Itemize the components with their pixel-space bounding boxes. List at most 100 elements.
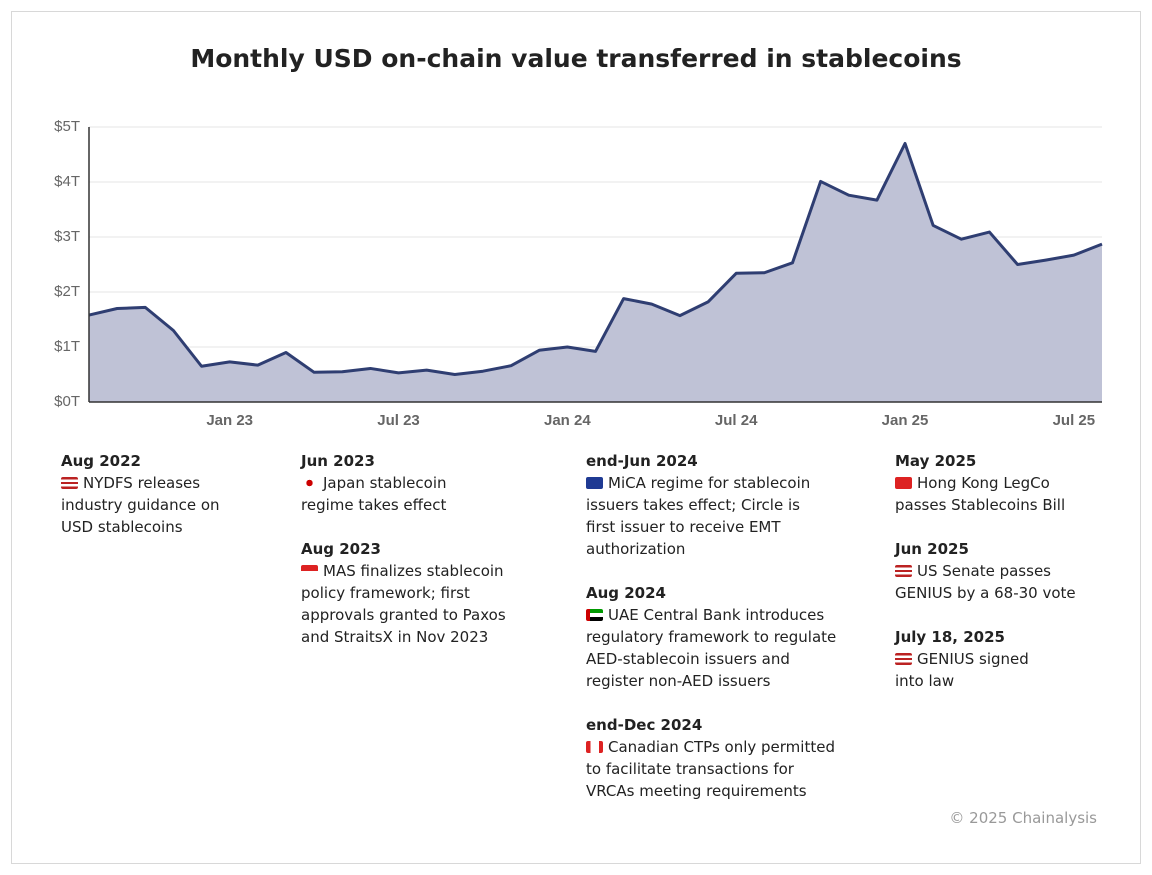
line [88, 142, 1103, 376]
annotation-line: authorization [586, 538, 836, 560]
flag-icon [301, 565, 318, 577]
annotation-text: UAE Central Bank introduces [608, 606, 825, 624]
y-tick-label: $4T [54, 173, 80, 190]
x-tick-label: Jan 24 [544, 412, 591, 429]
annotation-column: Aug 2022 NYDFS releases industry guidance … [61, 450, 220, 560]
chart-title: Monthly USD on-chain value transferred i… [190, 44, 962, 73]
annotation-line: Canadian CTPs only permitted [586, 736, 836, 758]
annotation: May 2025 Hong Kong LegCo passes Stablecoin… [895, 450, 1076, 516]
annotation: Jun 2023 Japan stablecoin regime takes eff… [301, 450, 506, 516]
annotation-line: and StraitsX in Nov 2023 [301, 626, 506, 648]
annotation-column: Jun 2023 Japan stablecoin regime takes eff… [301, 450, 506, 670]
y-tick-label: $2T [54, 283, 80, 300]
annotation-line: NYDFS releases [61, 472, 220, 494]
annotation-date: Jun 2023 [301, 452, 375, 470]
annotation: Aug 2022 NYDFS releases industry guidance … [61, 450, 220, 538]
annotation-line: regulatory framework to regulate [586, 626, 836, 648]
chart: $0T $1T $2T $3T $4T $5T Jan 23 Jul 23 Jan 24 Jul … [54, 118, 1103, 429]
annotation-text: regulatory framework to regulate [586, 628, 837, 646]
flag-icon [895, 477, 912, 489]
x-tick-label: Jul 24 [715, 412, 758, 429]
annotation-line: MAS finalizes stablecoin [301, 560, 506, 582]
annotation-text: MiCA regime for stablecoin [608, 474, 811, 492]
annotation: July 18, 2025 GENIUS signed into law [895, 626, 1076, 692]
annotation-line: policy framework; first [301, 582, 506, 604]
annotation-text: VRCAs meeting requirements [586, 782, 807, 800]
annotation-line: GENIUS signed [895, 648, 1076, 670]
annotation-text: industry guidance on [61, 496, 220, 514]
annotation-text: Canadian CTPs only permitted [608, 738, 835, 756]
x-tick-label: Jan 23 [206, 412, 253, 429]
annotation-text: and StraitsX in Nov 2023 [301, 628, 489, 646]
annotation: end-Jun 2024 MiCA regime for stablecoin is… [586, 450, 836, 560]
area [89, 143, 1102, 402]
annotation-line: regime takes effect [301, 494, 506, 516]
annotation-line: to facilitate transactions for [586, 758, 836, 780]
flag-icon [895, 653, 912, 665]
y-tick-label: $5T [54, 118, 80, 135]
annotation-text: GENIUS by a 68-30 vote [895, 584, 1076, 602]
annotation-text: NYDFS releases [83, 474, 201, 492]
annotation-line: first issuer to receive EMT [586, 516, 836, 538]
x-tick-label: Jan 25 [882, 412, 929, 429]
annotation-line: USD stablecoins [61, 516, 220, 538]
annotation-line: MiCA regime for stablecoin [586, 472, 836, 494]
annotation-text: into law [895, 672, 955, 690]
annotation-text: passes Stablecoins Bill [895, 496, 1066, 514]
y-tick-label: $3T [54, 228, 80, 245]
annotation-line: Hong Kong LegCo [895, 472, 1076, 494]
annotation-line: into law [895, 670, 1076, 692]
annotation-date: Aug 2022 [61, 452, 141, 470]
annotation-date: May 2025 [895, 452, 977, 470]
flag-icon [586, 741, 603, 753]
annotation-date: end-Jun 2024 [586, 452, 698, 470]
annotation-line: US Senate passes [895, 560, 1076, 582]
annotation-line: approvals granted to Paxos [301, 604, 506, 626]
annotation: Aug 2023 MAS finalizes stablecoin policy f… [301, 538, 506, 648]
annotation-line: register non-AED issuers [586, 670, 836, 692]
flag-icon [895, 565, 912, 577]
annotation-text: Japan stablecoin [323, 474, 447, 492]
annotation-text: USD stablecoins [61, 518, 183, 536]
annotation-date: Aug 2024 [586, 584, 666, 602]
annotation-text: policy framework; first [301, 584, 470, 602]
annotation-text: first issuer to receive EMT [586, 518, 781, 536]
annotation-line: issuers takes effect; Circle is [586, 494, 836, 516]
annotation-column: end-Jun 2024 MiCA regime for stablecoin is… [586, 450, 836, 824]
annotation-date: Aug 2023 [301, 540, 381, 558]
annotation-line: VRCAs meeting requirements [586, 780, 836, 802]
annotation-line: passes Stablecoins Bill [895, 494, 1076, 516]
annotation-line: UAE Central Bank introduces [586, 604, 836, 626]
annotation: Jun 2025 US Senate passes GENIUS by a 68-3… [895, 538, 1076, 604]
footer: © 2025 Chainalysis [949, 809, 1097, 827]
annotation-date: Jun 2025 [895, 540, 969, 558]
annotation-line: AED-stablecoin issuers and [586, 648, 836, 670]
annotation-date: July 18, 2025 [895, 628, 1005, 646]
annotation-text: issuers takes effect; Circle is [586, 496, 800, 514]
x-tick-label: Jul 23 [377, 412, 420, 429]
flag-icon [61, 477, 78, 489]
annotation-text: authorization [586, 540, 686, 558]
annotation-text: to facilitate transactions for [586, 760, 794, 778]
annotation-date: end-Dec 2024 [586, 716, 703, 734]
annotation: Aug 2024 UAE Central Bank introduces regul… [586, 582, 836, 692]
annotation-column: May 2025 Hong Kong LegCo passes Stablecoin… [895, 450, 1076, 714]
annotation-line: GENIUS by a 68-30 vote [895, 582, 1076, 604]
annotation-line: Japan stablecoin [301, 472, 506, 494]
flag-icon [586, 609, 603, 621]
annotation-text: GENIUS signed [917, 650, 1029, 668]
annotation-text: Hong Kong LegCo [917, 474, 1050, 492]
annotation-text: AED-stablecoin issuers and [586, 650, 790, 668]
frame [11, 11, 1141, 864]
annotation-line: industry guidance on [61, 494, 220, 516]
annotation-text: MAS finalizes stablecoin [323, 562, 504, 580]
annotation-text: regime takes effect [301, 496, 447, 514]
y-tick-label: $0T [54, 393, 80, 410]
flag-icon [586, 477, 603, 489]
annotation-text: approvals granted to Paxos [301, 606, 506, 624]
flag-icon [301, 477, 318, 489]
x-tick-label: Jul 25 [1053, 412, 1096, 429]
y-tick-label: $1T [54, 338, 80, 355]
annotation-text: register non-AED issuers [586, 672, 771, 690]
annotation-text: US Senate passes [917, 562, 1051, 580]
